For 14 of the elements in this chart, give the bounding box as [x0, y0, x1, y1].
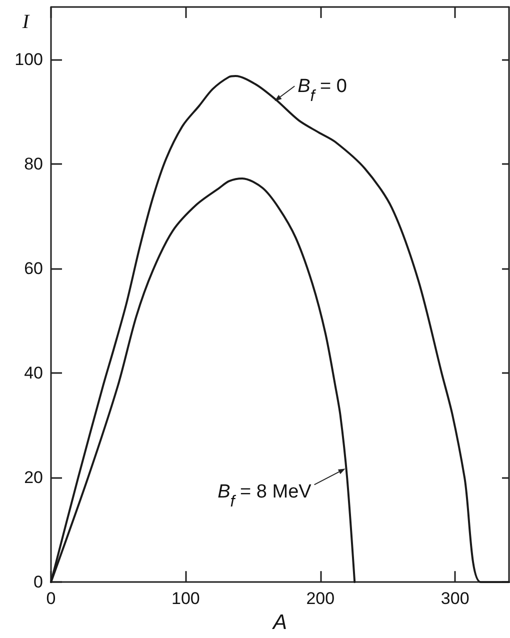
x-tick-label: 100 [172, 589, 200, 608]
annotation: B$_{f}$ = 0 [298, 76, 347, 105]
x-tick-label: 200 [306, 589, 335, 608]
x-axis-title: A [270, 611, 288, 634]
annotation: B$_{f}$ = 8 MeV [218, 482, 312, 510]
y-tick-label: 60 [24, 258, 43, 278]
y-axis-title: I [21, 11, 30, 33]
y-tick-label: 0 [34, 572, 43, 592]
y-tick-label: 40 [24, 363, 43, 382]
x-tick-label: 0 [46, 589, 56, 608]
y-tick-label: 20 [24, 468, 43, 488]
x-tick-label: 300 [440, 589, 470, 608]
y-tick-label: 80 [24, 154, 43, 174]
y-tick-label: 100 [14, 50, 43, 69]
